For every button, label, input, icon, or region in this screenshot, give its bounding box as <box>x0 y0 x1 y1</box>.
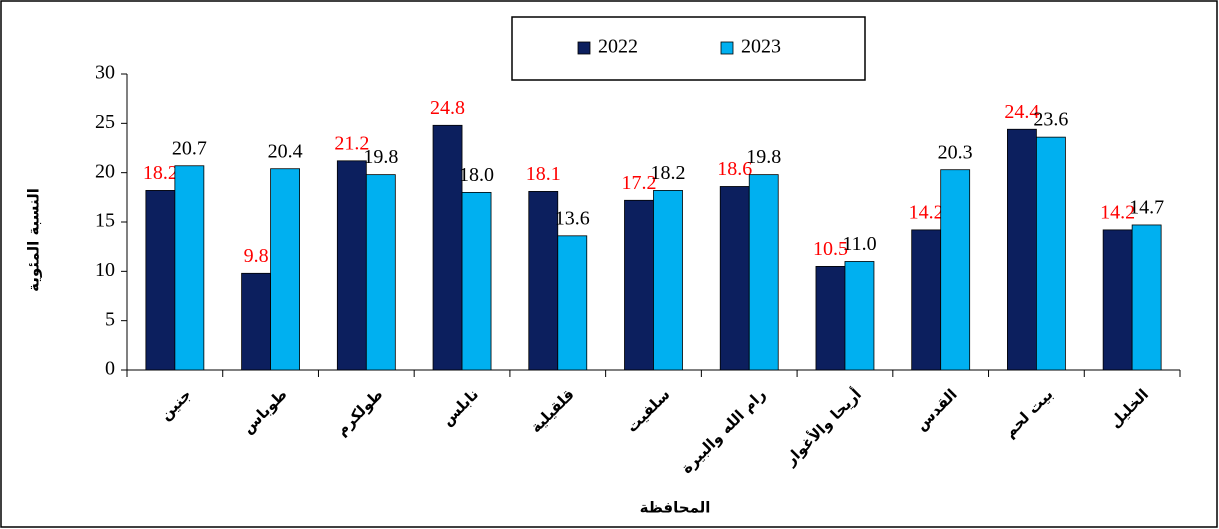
x-axis-label: المحافظة <box>640 499 711 517</box>
bar <box>653 190 683 371</box>
data-label: 14.2 <box>1100 201 1135 223</box>
data-label: 20.7 <box>172 137 207 159</box>
bar <box>365 174 396 371</box>
y-axis-label: النسبة المئوية <box>25 188 43 292</box>
data-label: 24.8 <box>430 97 465 119</box>
data-label: 20.4 <box>268 140 303 162</box>
data-label: 14.7 <box>1129 197 1164 219</box>
data-label: 18.6 <box>717 158 752 180</box>
bar <box>624 199 654 371</box>
y-tick-label: 25 <box>95 111 115 133</box>
data-label: 11.0 <box>842 233 876 255</box>
bar <box>461 191 492 371</box>
data-label: 18.1 <box>526 163 561 185</box>
data-label: 23.6 <box>1033 109 1068 131</box>
bar <box>719 186 750 371</box>
legend-swatch <box>577 41 591 55</box>
data-label: 18.0 <box>459 164 494 186</box>
bar <box>1131 224 1162 371</box>
bar <box>241 272 271 371</box>
bar <box>1036 136 1066 371</box>
bar <box>557 235 588 371</box>
data-label: 13.6 <box>555 207 590 229</box>
y-tick-label: 20 <box>95 160 115 182</box>
y-tick-label: 15 <box>95 210 115 232</box>
data-label: 9.8 <box>244 245 269 267</box>
data-label: 24.4 <box>1004 101 1039 123</box>
bar <box>1102 229 1133 371</box>
legend <box>511 16 866 81</box>
bar <box>528 191 559 371</box>
bar <box>911 229 942 371</box>
bar <box>336 160 367 371</box>
bar <box>940 169 971 371</box>
data-label: 18.2 <box>143 162 178 184</box>
data-label: 14.2 <box>909 201 944 223</box>
legend-label: 2022 <box>598 36 638 58</box>
legend-swatch <box>720 41 734 55</box>
data-label: 19.8 <box>746 146 781 168</box>
y-tick-label: 10 <box>95 259 115 281</box>
legend-label: 2023 <box>741 36 781 58</box>
data-label: 19.8 <box>363 146 398 168</box>
data-label: 10.5 <box>813 238 848 260</box>
bar <box>270 168 300 371</box>
bar <box>432 124 463 371</box>
bar <box>1007 128 1037 371</box>
bar <box>174 165 205 371</box>
data-label: 17.2 <box>622 172 657 194</box>
bar <box>815 265 846 371</box>
bar <box>748 174 779 371</box>
y-tick-label: 0 <box>105 358 115 380</box>
data-label: 20.3 <box>938 141 973 163</box>
data-label: 18.2 <box>651 162 686 184</box>
y-tick-label: 5 <box>105 308 115 330</box>
bar <box>145 190 176 371</box>
bar <box>844 261 875 371</box>
y-tick-label: 30 <box>95 62 115 84</box>
data-label: 21.2 <box>334 132 369 154</box>
